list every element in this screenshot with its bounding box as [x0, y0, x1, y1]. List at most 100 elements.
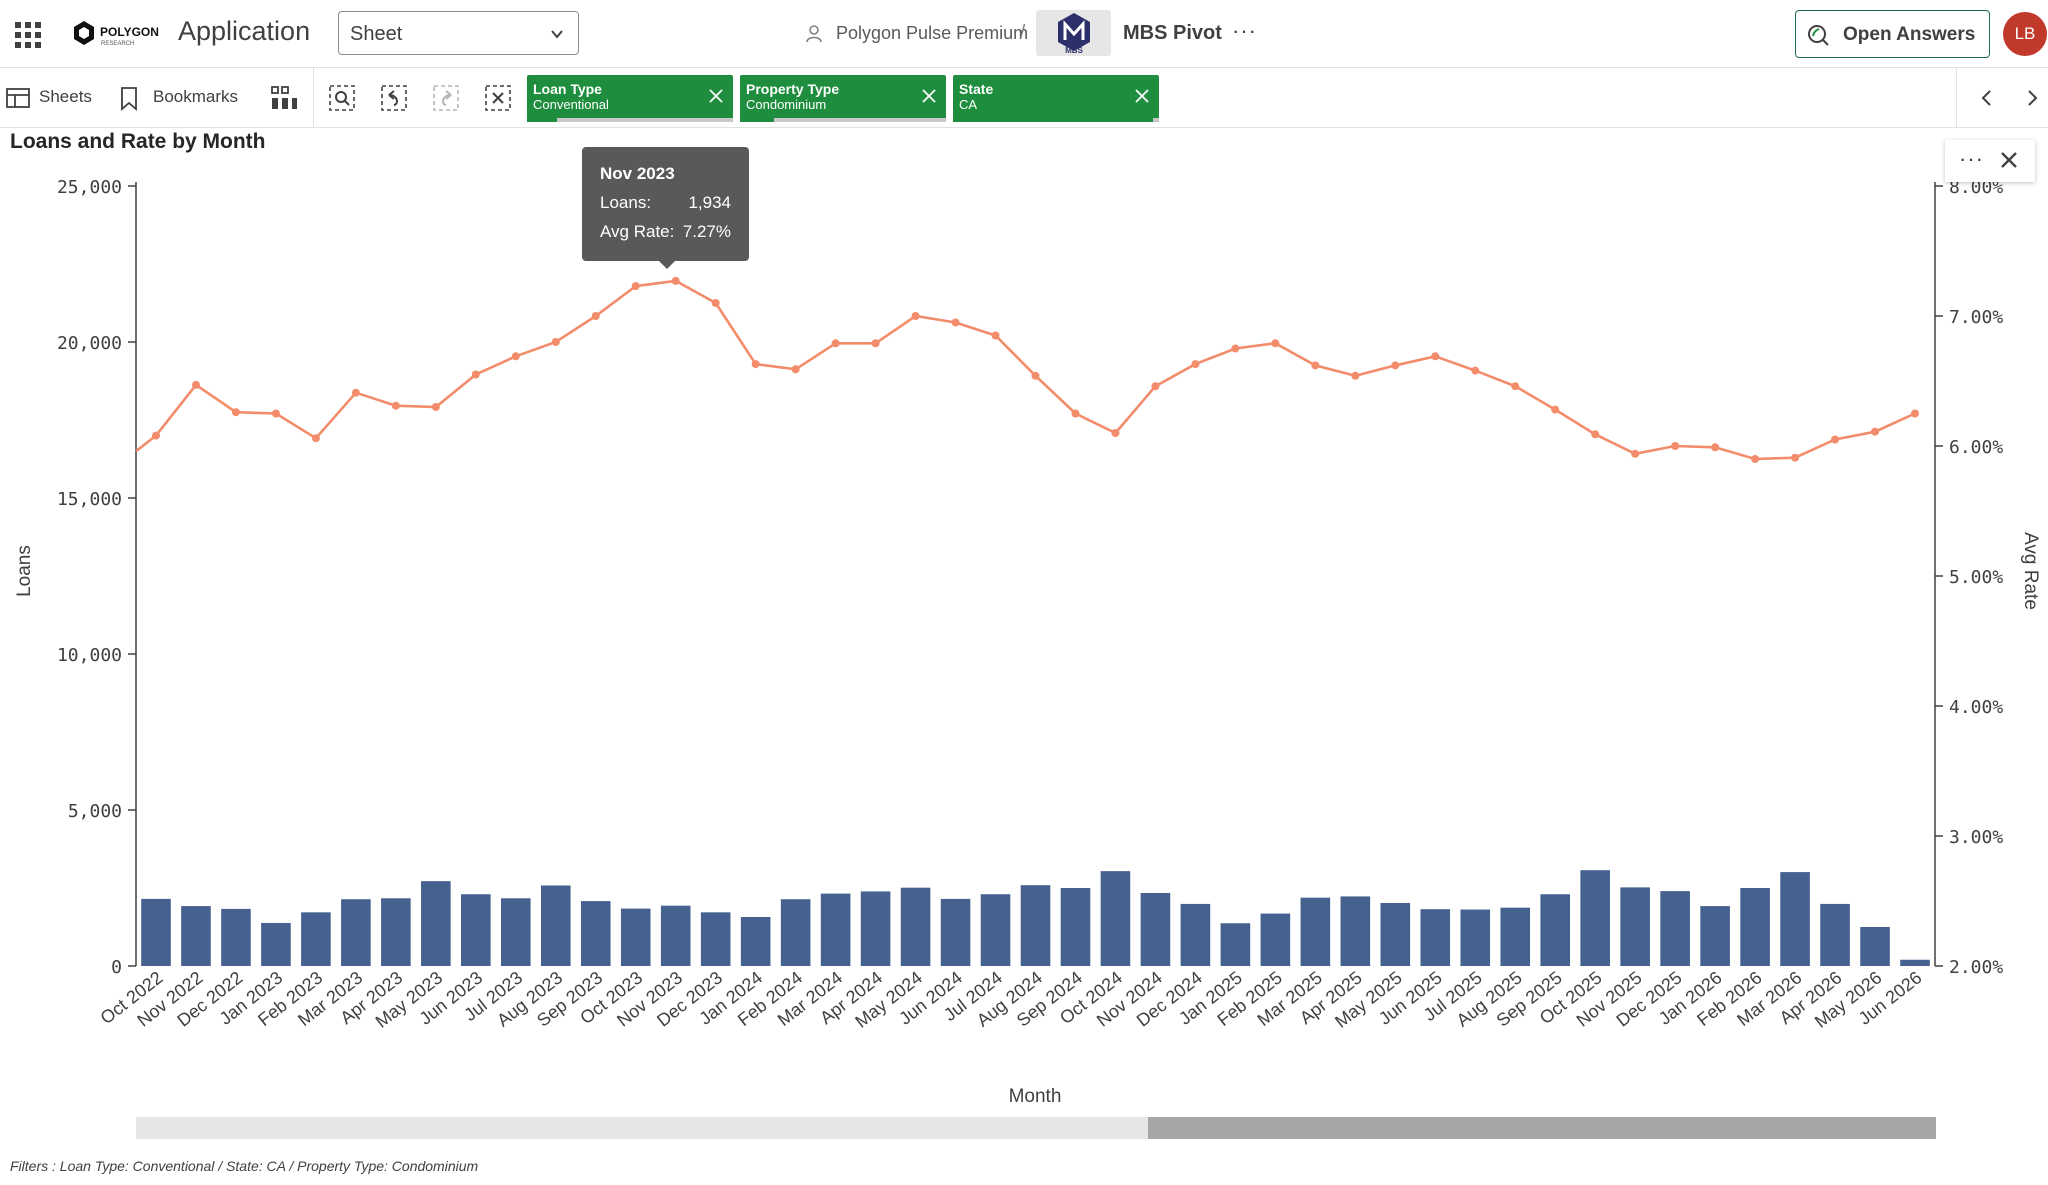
bar-apr-2025[interactable]	[1340, 896, 1371, 966]
rate-point-jun-2023[interactable]	[471, 370, 480, 379]
bar-jun-2024[interactable]	[940, 898, 971, 966]
filter-chip-loan-type[interactable]: Loan Type Conventional	[527, 75, 733, 122]
bar-feb-2025[interactable]	[1260, 913, 1291, 966]
rate-point-jun-2026[interactable]	[1911, 409, 1920, 418]
bar-oct-2025[interactable]	[1580, 870, 1610, 966]
bar-sep-2023[interactable]	[580, 901, 611, 966]
rate-point-jul-2025[interactable]	[1471, 366, 1480, 375]
bar-nov-2024[interactable]	[1140, 892, 1171, 966]
bar-jun-2023[interactable]	[461, 894, 491, 966]
rate-point-dec-2024[interactable]	[1191, 360, 1200, 369]
rate-point-nov-2025[interactable]	[1631, 449, 1640, 458]
bar-apr-2023[interactable]	[381, 898, 411, 966]
rate-point-mar-2024[interactable]	[831, 339, 840, 348]
bar-mar-2026[interactable]	[1780, 872, 1810, 966]
bar-apr-2024[interactable]	[860, 891, 891, 966]
bar-jan-2026[interactable]	[1700, 906, 1730, 966]
close-icon[interactable]	[2000, 151, 2018, 169]
step-forward-icon[interactable]	[432, 84, 460, 112]
rate-point-nov-2022[interactable]	[191, 380, 200, 389]
bar-dec-2022[interactable]	[221, 908, 251, 966]
bar-aug-2023[interactable]	[540, 885, 571, 966]
app-thumbnail[interactable]: MBS	[1036, 10, 1111, 56]
bar-jul-2025[interactable]	[1460, 909, 1491, 966]
bar-aug-2024[interactable]	[1020, 885, 1051, 966]
bar-nov-2023[interactable]	[660, 905, 691, 966]
bar-feb-2026[interactable]	[1740, 888, 1770, 966]
app-grid-icon[interactable]	[15, 22, 41, 48]
bar-apr-2026[interactable]	[1820, 903, 1850, 966]
rate-point-mar-2023[interactable]	[351, 388, 360, 397]
bar-jul-2024[interactable]	[980, 894, 1011, 966]
rate-point-sep-2025[interactable]	[1551, 405, 1560, 414]
smart-search-icon[interactable]	[328, 84, 356, 112]
bar-may-2024[interactable]	[900, 887, 931, 966]
rate-point-jun-2025[interactable]	[1431, 352, 1440, 361]
breadcrumb-space[interactable]: Polygon Pulse Premium	[836, 23, 1029, 43]
rate-point-sep-2024[interactable]	[1071, 409, 1080, 418]
rate-point-sep-2023[interactable]	[591, 312, 600, 320]
bar-oct-2024[interactable]	[1100, 871, 1131, 966]
rate-point-jan-2025[interactable]	[1231, 344, 1240, 353]
rate-point-may-2026[interactable]	[1871, 427, 1880, 436]
rate-point-apr-2023[interactable]	[391, 401, 400, 410]
filter-chip-state[interactable]: State CA	[953, 75, 1159, 122]
rate-point-feb-2024[interactable]	[791, 365, 800, 374]
rate-point-feb-2023[interactable]	[311, 434, 320, 443]
bar-feb-2024[interactable]	[780, 899, 811, 966]
bar-may-2023[interactable]	[421, 881, 451, 966]
close-icon[interactable]	[709, 89, 723, 103]
chevron-right-icon[interactable]	[2020, 86, 2044, 110]
bar-jun-2025[interactable]	[1420, 909, 1451, 966]
rate-point-may-2024[interactable]	[911, 312, 920, 320]
bar-mar-2024[interactable]	[820, 893, 851, 966]
rate-point-oct-2024[interactable]	[1111, 429, 1120, 437]
bar-jul-2023[interactable]	[500, 898, 531, 966]
bar-dec-2024[interactable]	[1180, 903, 1211, 966]
rate-point-apr-2026[interactable]	[1831, 435, 1840, 444]
sheets-button[interactable]: Sheets	[6, 68, 106, 128]
bar-oct-2022[interactable]	[141, 898, 171, 966]
bar-may-2025[interactable]	[1380, 902, 1411, 966]
bookmarks-button[interactable]: Bookmarks	[120, 68, 250, 128]
rate-point-dec-2023[interactable]	[711, 299, 720, 307]
step-back-icon[interactable]	[380, 84, 408, 112]
rate-point-apr-2025[interactable]	[1351, 371, 1360, 380]
loans-rate-chart[interactable]: 0 5,000 10,000 15,000 20,000 25,000 2.00% 3.00…	[0, 128, 2048, 1118]
bar-feb-2023[interactable]	[301, 912, 331, 966]
rate-point-nov-2023[interactable]	[671, 276, 680, 285]
rate-point-jun-2024[interactable]	[951, 318, 960, 327]
rate-point-oct-2023[interactable]	[631, 282, 640, 291]
bar-dec-2023[interactable]	[700, 912, 731, 966]
rate-point-feb-2025[interactable]	[1271, 339, 1280, 348]
user-avatar[interactable]: LB	[2003, 12, 2047, 56]
close-icon[interactable]	[1135, 89, 1149, 103]
rate-point-apr-2024[interactable]	[871, 339, 880, 348]
bar-mar-2025[interactable]	[1300, 897, 1331, 966]
chevron-left-icon[interactable]	[1975, 86, 1999, 110]
bar-mar-2023[interactable]	[341, 899, 371, 966]
bar-jun-2026[interactable]	[1900, 959, 1930, 966]
filter-chip-property-type[interactable]: Property Type Condominium	[740, 75, 946, 122]
rate-point-jul-2024[interactable]	[991, 331, 1000, 340]
rate-point-dec-2025[interactable]	[1671, 442, 1680, 450]
close-icon[interactable]	[922, 89, 936, 103]
rate-point-jan-2026[interactable]	[1711, 443, 1720, 452]
clear-selections-icon[interactable]	[484, 84, 512, 112]
rate-point-mar-2026[interactable]	[1791, 453, 1800, 462]
rate-point-nov-2024[interactable]	[1151, 382, 1160, 391]
bar-sep-2025[interactable]	[1540, 894, 1571, 966]
rate-point-mar-2025[interactable]	[1311, 361, 1320, 370]
bar-may-2026[interactable]	[1860, 927, 1890, 966]
bar-oct-2023[interactable]	[620, 908, 651, 966]
bar-nov-2022[interactable]	[181, 906, 211, 966]
asset-panel-icon[interactable]	[270, 84, 298, 112]
rate-point-jan-2024[interactable]	[751, 360, 760, 369]
rate-point-may-2025[interactable]	[1391, 361, 1400, 370]
rate-point-aug-2024[interactable]	[1031, 371, 1040, 380]
bar-nov-2025[interactable]	[1620, 887, 1650, 966]
open-answers-button[interactable]: Open Answers	[1795, 10, 1990, 58]
bar-jan-2023[interactable]	[261, 922, 291, 966]
rate-point-dec-2022[interactable]	[231, 408, 240, 417]
polygon-logo[interactable]: POLYGON RESEARCH	[72, 18, 160, 50]
